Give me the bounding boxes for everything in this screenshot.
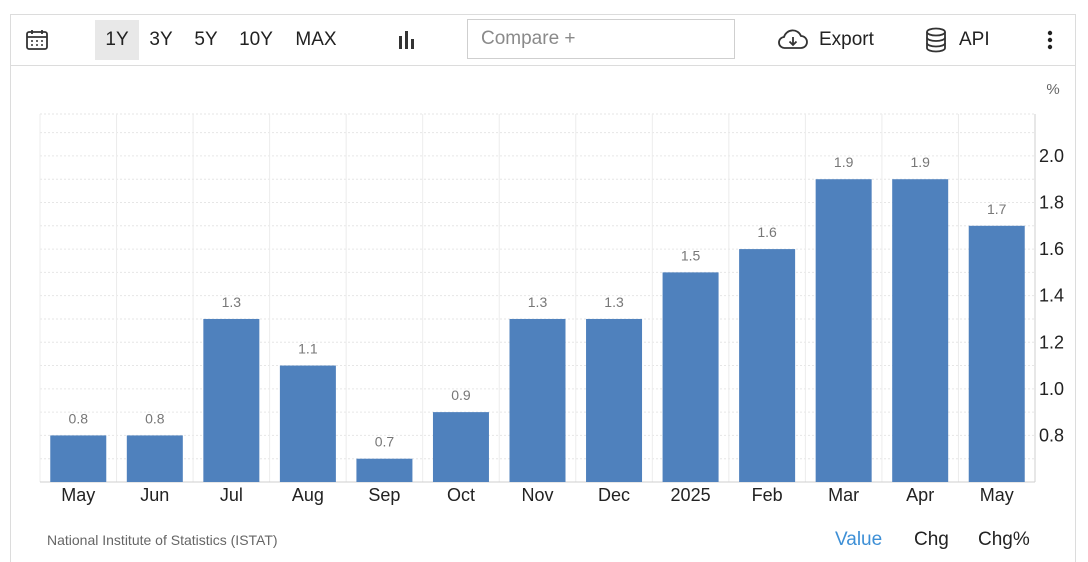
chart-y-axis: 0.8 1.0 1.2 1.4 1.6 1.8 2.0	[1039, 146, 1064, 445]
x-tick-label-10: Mar	[828, 485, 859, 505]
y-tick-label-2: 1.2	[1039, 332, 1064, 352]
bar-chart: 0.8 0.81.31.10.70.91.3 1.31.51.61.9 1.91.7 …	[39, 81, 1064, 505]
data-label-3: 1.1	[298, 341, 318, 357]
x-tick-label-2: Jul	[220, 485, 243, 505]
x-tick-label-6: Nov	[521, 485, 553, 505]
bar-10[interactable]	[815, 179, 872, 482]
compare-input[interactable]: Compare +	[467, 19, 735, 59]
data-label-1: 0.8	[145, 410, 165, 426]
chart-bars	[50, 179, 1025, 482]
data-label-12: 1.7	[987, 201, 1007, 217]
bar-6[interactable]	[509, 318, 566, 482]
x-tick-label-5: Oct	[447, 485, 475, 505]
bar-1[interactable]	[126, 435, 183, 482]
y-tick-label-6: 2.0	[1039, 146, 1064, 166]
data-label-6: 1.3	[528, 294, 548, 310]
calendar-icon[interactable]	[25, 15, 49, 65]
data-label-10: 1.9	[834, 154, 854, 170]
bar-chart-icon[interactable]	[396, 15, 418, 65]
bar-5[interactable]	[432, 412, 489, 482]
bar-7[interactable]	[586, 318, 643, 482]
data-label-9: 1.6	[757, 224, 777, 240]
widget-frame	[10, 14, 1076, 562]
api-label: API	[959, 29, 990, 50]
bar-0[interactable]	[50, 435, 107, 482]
cloud-download-icon	[777, 28, 809, 52]
data-label-2: 1.3	[222, 294, 242, 310]
api-button[interactable]: API	[925, 15, 990, 65]
y-tick-label-0: 0.8	[1039, 425, 1064, 445]
tab-value[interactable]: Value	[835, 529, 883, 550]
toolbar: 1Y 3Y 5Y 10Y MAX Compare + Export	[11, 15, 1075, 66]
database-icon	[925, 27, 947, 53]
range-10y-button[interactable]: 10Y	[239, 29, 273, 50]
chart-x-labels: May Jun Jul Aug Sep Oct Nov Dec 2025 Feb Mar Apr May	[61, 485, 1013, 505]
export-label: Export	[819, 29, 874, 50]
y-tick-label-3: 1.4	[1039, 286, 1064, 306]
range-max-button[interactable]: MAX	[295, 29, 337, 50]
y-unit-label: %	[1046, 81, 1059, 98]
bar-8[interactable]	[662, 272, 719, 482]
chart-value-labels: 0.8 0.8 1.3 1.1 0.7 0.9 1.3 1.3 1.5 1.6 1.9 1.9 1.7	[69, 154, 1007, 449]
data-label-5: 0.9	[451, 387, 471, 403]
x-tick-label-3: Aug	[292, 485, 324, 505]
bar-11[interactable]	[892, 179, 949, 482]
range-3y-button[interactable]: 3Y	[149, 29, 173, 50]
x-tick-label-11: Apr	[906, 485, 934, 505]
x-tick-label-12: May	[980, 485, 1014, 505]
bar-12[interactable]	[968, 225, 1025, 482]
data-label-7: 1.3	[604, 294, 624, 310]
bar-4[interactable]	[356, 458, 413, 482]
tab-chg-percent[interactable]: Chg%	[978, 529, 1030, 550]
y-tick-label-4: 1.6	[1039, 239, 1064, 259]
bar-2[interactable]	[203, 318, 260, 482]
data-label-11: 1.9	[910, 154, 930, 170]
x-tick-label-1: Jun	[140, 485, 169, 505]
data-label-4: 0.7	[375, 434, 395, 450]
x-tick-label-7: Dec	[598, 485, 630, 505]
vertical-ellipsis-icon[interactable]	[1046, 15, 1054, 65]
range-5y-button[interactable]: 5Y	[194, 29, 218, 50]
bar-9[interactable]	[739, 249, 796, 482]
tab-chg[interactable]: Chg	[914, 529, 949, 550]
y-tick-label-1: 1.0	[1039, 379, 1064, 399]
data-label-8: 1.5	[681, 247, 701, 263]
data-label-0: 0.8	[69, 410, 89, 426]
export-button[interactable]: Export	[777, 15, 874, 65]
x-tick-label-9: Feb	[752, 485, 783, 505]
x-tick-label-4: Sep	[368, 485, 400, 505]
range-1y-button[interactable]: 1Y	[95, 20, 139, 60]
bar-3[interactable]	[279, 365, 336, 482]
y-tick-label-5: 1.8	[1039, 193, 1064, 213]
source-label[interactable]: National Institute of Statistics (ISTAT)	[47, 532, 278, 548]
x-tick-label-8: 2025	[671, 485, 711, 505]
x-tick-label-0: May	[61, 485, 95, 505]
